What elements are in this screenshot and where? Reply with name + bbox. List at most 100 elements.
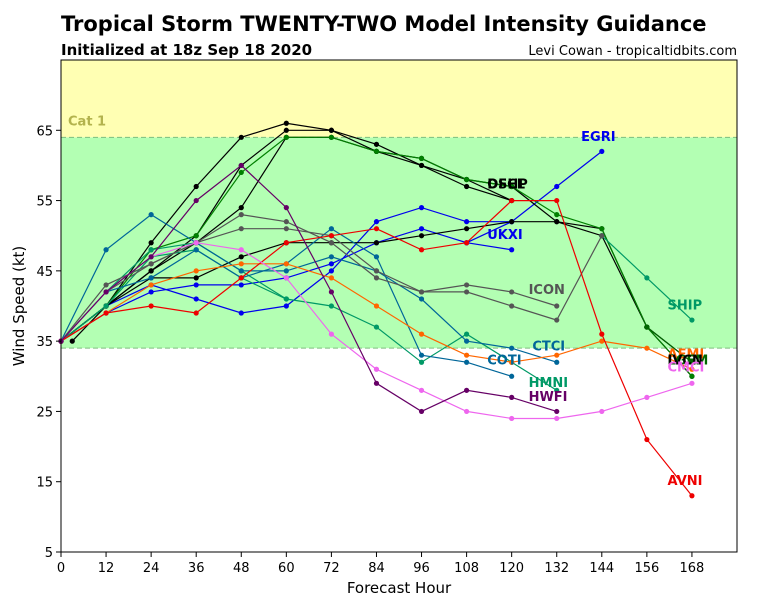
data-point — [373, 240, 380, 246]
data-point — [328, 226, 334, 232]
data-point — [148, 289, 154, 295]
data-point — [283, 261, 289, 267]
y-axis-label: Wind Speed (kt) — [10, 246, 28, 367]
data-point — [148, 268, 154, 274]
x-tick-label: 48 — [233, 561, 250, 576]
data-point — [644, 275, 650, 281]
data-point — [373, 366, 380, 372]
data-point — [103, 303, 109, 309]
data-point — [373, 226, 380, 232]
data-point — [464, 359, 470, 365]
data-point — [689, 380, 695, 386]
data-point — [283, 134, 289, 140]
data-point — [238, 205, 244, 211]
data-point — [373, 148, 380, 154]
x-tick-label: 84 — [368, 561, 385, 576]
data-point — [103, 282, 109, 288]
data-point — [554, 387, 560, 393]
data-point — [418, 247, 425, 253]
data-point — [328, 254, 334, 260]
x-tick-label: 24 — [143, 561, 160, 576]
series-line — [60, 164, 557, 413]
series-label-avni: AVNI — [668, 474, 703, 489]
data-point — [328, 134, 334, 140]
data-point — [509, 247, 515, 253]
data-point — [464, 226, 470, 232]
data-point — [148, 254, 154, 260]
data-point — [509, 359, 515, 365]
data-point — [689, 493, 695, 499]
data-point — [554, 415, 560, 422]
y-tick-label: 15 — [36, 476, 53, 491]
data-point — [193, 296, 199, 302]
x-tick-label: 72 — [323, 561, 340, 576]
data-point — [418, 233, 425, 239]
band-label-cat-1: Cat 1 — [68, 114, 106, 129]
x-tick-label: 156 — [634, 561, 659, 576]
y-tick-label: 65 — [36, 124, 53, 139]
data-point — [554, 183, 560, 190]
data-point — [464, 183, 470, 190]
data-point — [283, 303, 289, 309]
data-point — [283, 205, 289, 211]
data-point — [238, 169, 244, 176]
data-point — [373, 219, 380, 225]
data-point — [554, 408, 560, 415]
data-point — [554, 197, 560, 204]
data-point — [238, 134, 244, 140]
data-point — [373, 275, 380, 281]
data-point — [509, 394, 515, 400]
data-point — [418, 408, 425, 415]
series-label-egri: EGRI — [581, 130, 615, 145]
data-point — [418, 226, 425, 232]
data-point — [148, 212, 154, 218]
data-point — [148, 303, 154, 309]
data-point — [509, 183, 515, 190]
data-point — [509, 345, 515, 351]
plot-frame — [60, 59, 738, 553]
data-point — [328, 127, 334, 133]
data-point — [509, 303, 515, 309]
data-point — [193, 183, 199, 190]
data-point — [283, 296, 289, 302]
series-line — [60, 213, 557, 363]
series-line — [646, 326, 693, 363]
data-point — [148, 282, 154, 288]
data-point — [328, 289, 334, 295]
data-point — [418, 352, 425, 358]
data-point — [418, 387, 425, 393]
data-point — [509, 415, 515, 422]
y-tick-label: 25 — [36, 405, 53, 420]
data-point — [103, 289, 109, 295]
x-axis-ticks: 0 12 24 36 48 60 72 84 96 108 120 132 144 156 168 — [57, 552, 704, 576]
y-tick-label: 35 — [36, 335, 53, 350]
x-tick-label: 168 — [680, 561, 705, 576]
x-tick-label: 108 — [454, 561, 479, 576]
y-axis-ticks: 5 15 25 35 45 55 65 — [36, 124, 61, 561]
data-point — [599, 148, 605, 154]
data-point — [148, 275, 154, 281]
data-point — [464, 176, 470, 183]
data-point — [373, 380, 380, 386]
series-label-ukxi: UKXI — [487, 228, 523, 243]
data-point — [373, 303, 380, 309]
data-point — [464, 331, 470, 337]
data-point — [418, 331, 425, 337]
data-point — [328, 261, 334, 267]
x-tick-label: 36 — [188, 561, 205, 576]
data-point — [193, 240, 199, 246]
data-point — [283, 268, 289, 274]
data-point — [103, 310, 109, 316]
data-point — [283, 120, 289, 126]
data-point — [464, 219, 470, 225]
chart-subtitle: Initialized at 18z Sep 18 2020 — [61, 41, 312, 59]
data-point — [193, 247, 199, 253]
series-label-aemi: AEMI — [668, 348, 705, 363]
data-point — [464, 408, 470, 415]
data-point — [464, 282, 470, 288]
data-point — [554, 219, 560, 225]
data-point — [418, 296, 425, 302]
